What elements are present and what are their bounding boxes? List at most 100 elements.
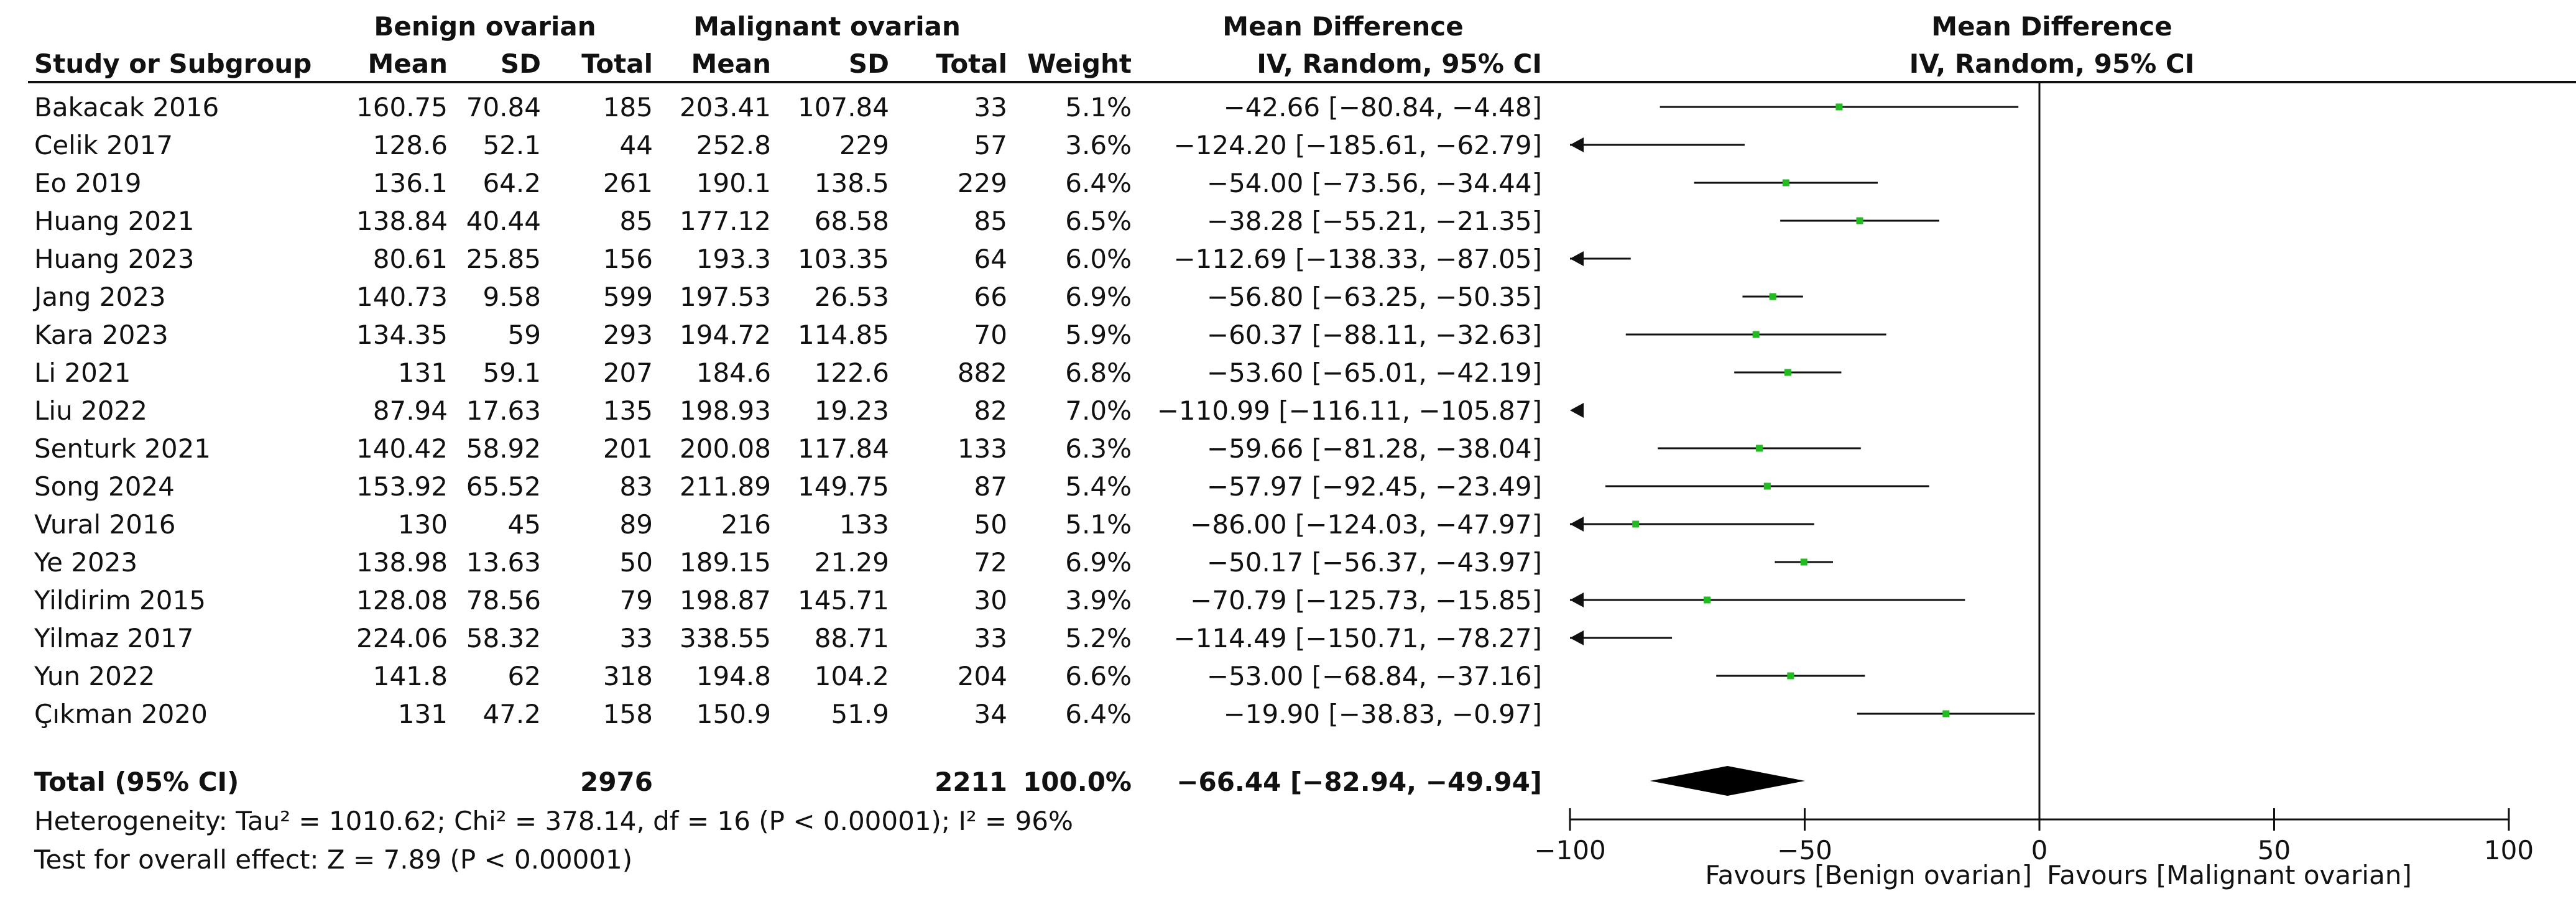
m-mean: 194.72 bbox=[680, 320, 771, 350]
study-name: Huang 2021 bbox=[34, 206, 195, 236]
b-mean: 138.84 bbox=[356, 206, 448, 236]
md-method-header: IV, Random, 95% CI bbox=[1257, 48, 1542, 79]
md-header-title: Mean Difference bbox=[1222, 11, 1464, 42]
plot-header-title: Mean Difference bbox=[1931, 11, 2172, 42]
b-sd-header: SD bbox=[500, 48, 541, 79]
favours-right-label: Favours [Malignant ovarian] bbox=[2047, 860, 2412, 890]
m-sd: 51.9 bbox=[831, 699, 889, 729]
b-mean: 134.35 bbox=[356, 320, 448, 350]
ci-text: −114.49 [−150.71, −78.27] bbox=[1173, 623, 1542, 653]
m-total: 204 bbox=[957, 661, 1007, 691]
ci-arrow-left bbox=[1570, 593, 1584, 607]
x-axis-tick-label: 0 bbox=[2031, 835, 2048, 865]
m-total: 30 bbox=[974, 585, 1007, 616]
study-name: Kara 2023 bbox=[34, 320, 169, 350]
b-sd: 78.56 bbox=[466, 585, 541, 616]
m-total: 57 bbox=[974, 130, 1007, 160]
b-total: 158 bbox=[602, 699, 653, 729]
m-total: 229 bbox=[957, 168, 1007, 198]
m-total: 66 bbox=[974, 282, 1007, 312]
m-mean: 189.15 bbox=[680, 547, 771, 578]
total-ci-text: −66.44 [−82.94, −49.94] bbox=[1176, 767, 1542, 797]
m-sd: 149.75 bbox=[798, 471, 889, 502]
b-sd: 47.2 bbox=[482, 699, 541, 729]
ci-text: −60.37 [−88.11, −32.63] bbox=[1206, 320, 1542, 350]
weight: 5.2% bbox=[1065, 623, 1132, 653]
group1-header: Benign ovarian bbox=[374, 11, 596, 42]
study-col-header: Study or Subgroup bbox=[34, 48, 312, 79]
point-estimate bbox=[1763, 482, 1771, 490]
study-name: Jang 2023 bbox=[34, 282, 166, 312]
b-total: 79 bbox=[619, 585, 653, 616]
m-mean: 216 bbox=[721, 509, 771, 540]
b-sd: 45 bbox=[507, 509, 541, 540]
point-estimate bbox=[1856, 217, 1863, 224]
b-sd: 62 bbox=[507, 661, 541, 691]
total-label: Total (95% CI) bbox=[34, 767, 239, 797]
b-mean-header: Mean bbox=[367, 48, 448, 79]
point-estimate bbox=[1752, 331, 1760, 338]
b-total: 135 bbox=[602, 395, 653, 426]
study-name: Li 2021 bbox=[34, 357, 131, 388]
weight: 6.6% bbox=[1065, 661, 1132, 691]
m-mean: 194.8 bbox=[696, 661, 771, 691]
b-total: 318 bbox=[602, 661, 653, 691]
m-mean: 177.12 bbox=[680, 206, 771, 236]
m-total: 85 bbox=[974, 206, 1007, 236]
m-mean: 198.93 bbox=[680, 395, 771, 426]
b-total: 85 bbox=[619, 206, 653, 236]
point-estimate bbox=[1835, 103, 1843, 111]
b-sd: 25.85 bbox=[466, 244, 541, 274]
m-sd: 138.5 bbox=[814, 168, 889, 198]
m-total: 882 bbox=[957, 357, 1007, 388]
favours-left-label: Favours [Benign ovarian] bbox=[1705, 860, 2032, 890]
b-total: 156 bbox=[602, 244, 653, 274]
weight: 5.1% bbox=[1065, 509, 1132, 540]
m-mean: 203.41 bbox=[680, 92, 771, 122]
ci-text: −59.66 [−81.28, −38.04] bbox=[1206, 433, 1542, 464]
ci-arrow-left bbox=[1570, 251, 1584, 266]
weight: 3.9% bbox=[1065, 585, 1132, 616]
b-sd: 9.58 bbox=[482, 282, 541, 312]
m-mean: 197.53 bbox=[680, 282, 771, 312]
study-name: Senturk 2021 bbox=[34, 433, 211, 464]
b-total: 50 bbox=[619, 547, 653, 578]
ci-text: −112.69 [−138.33, −87.05] bbox=[1173, 244, 1542, 274]
study-name: Yilmaz 2017 bbox=[34, 623, 194, 653]
ci-text: −53.00 [−68.84, −37.16] bbox=[1206, 661, 1542, 691]
m-sd: 26.53 bbox=[814, 282, 889, 312]
b-sd: 59.1 bbox=[482, 357, 541, 388]
m-total: 70 bbox=[974, 320, 1007, 350]
ci-text: −50.17 [−56.37, −43.97] bbox=[1206, 547, 1542, 578]
weight: 6.9% bbox=[1065, 282, 1132, 312]
point-estimate bbox=[1787, 672, 1794, 680]
ci-text: −42.66 [−80.84, −4.48] bbox=[1223, 92, 1542, 122]
x-axis-tick-label: 100 bbox=[2484, 835, 2534, 865]
weight: 6.5% bbox=[1065, 206, 1132, 236]
b-mean: 128.6 bbox=[372, 130, 448, 160]
overall-effect-text: Test for overall effect: Z = 7.89 (P < 0… bbox=[34, 844, 633, 875]
b-mean: 141.8 bbox=[372, 661, 448, 691]
ci-text: −124.20 [−185.61, −62.79] bbox=[1173, 130, 1542, 160]
b-mean: 140.42 bbox=[356, 433, 448, 464]
study-name: Yildirim 2015 bbox=[34, 585, 206, 616]
m-total: 64 bbox=[974, 244, 1007, 274]
point-estimate bbox=[1756, 445, 1763, 452]
b-sd: 13.63 bbox=[466, 547, 541, 578]
m-total: 87 bbox=[974, 471, 1007, 502]
pooled-diamond bbox=[1650, 766, 1805, 796]
b-mean: 131 bbox=[397, 357, 448, 388]
weight: 7.0% bbox=[1065, 395, 1132, 426]
m-sd: 122.6 bbox=[814, 357, 889, 388]
m-sd: 133 bbox=[839, 509, 889, 540]
study-name: Liu 2022 bbox=[34, 395, 147, 426]
point-estimate bbox=[1769, 293, 1776, 300]
ci-text: −56.80 [−63.25, −50.35] bbox=[1206, 282, 1542, 312]
b-sd: 59 bbox=[507, 320, 541, 350]
m-sd: 68.58 bbox=[814, 206, 889, 236]
plot-method-header: IV, Random, 95% CI bbox=[1909, 48, 2195, 79]
m-sd: 104.2 bbox=[814, 661, 889, 691]
m-mean: 338.55 bbox=[680, 623, 771, 653]
ci-text: −110.99 [−116.11, −105.87] bbox=[1156, 395, 1542, 426]
